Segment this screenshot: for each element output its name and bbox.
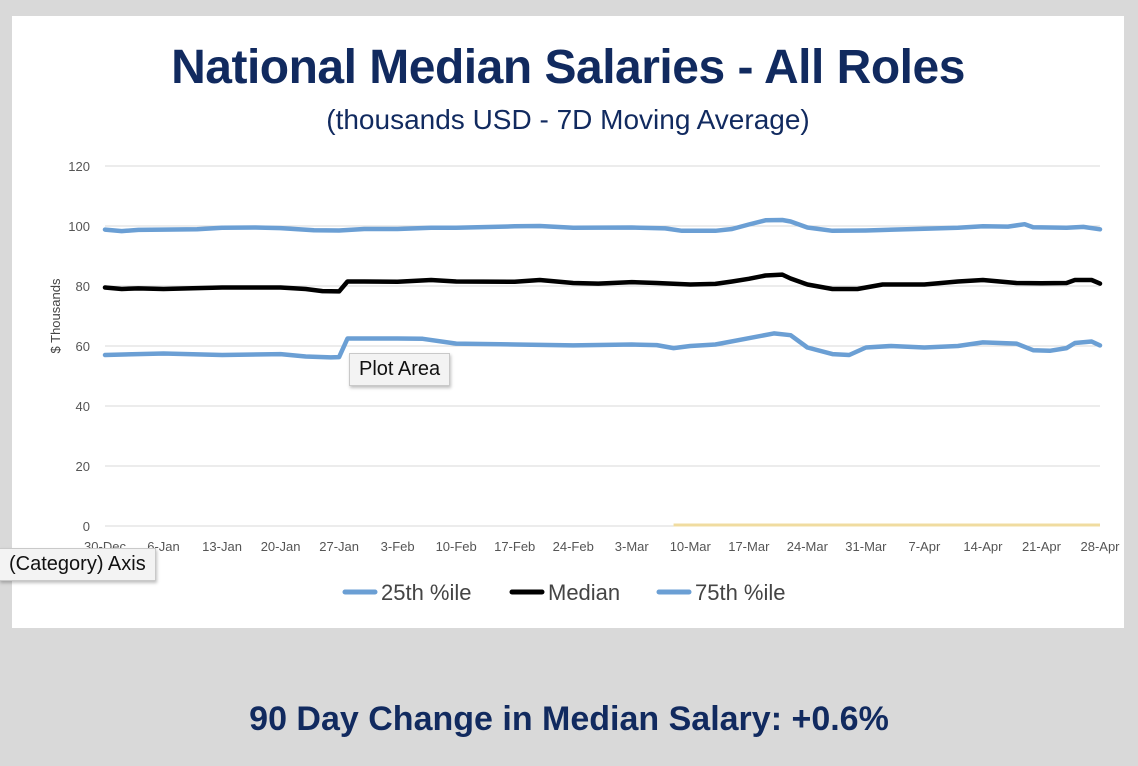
- x-tick-label: 24-Feb: [553, 539, 594, 554]
- x-tick-label: 10-Mar: [670, 539, 712, 554]
- footer-change-text: 90 Day Change in Median Salary: +0.6%: [249, 700, 889, 738]
- x-tick-label: 24-Mar: [787, 539, 829, 554]
- legend-label[interactable]: Median: [548, 580, 620, 605]
- series-lines: [102, 217, 1103, 360]
- y-axis-ticks: 0 20 40 60 80 100 120: [68, 159, 90, 534]
- x-tick-label: 3-Mar: [615, 539, 650, 554]
- legend[interactable]: 25th %ile Median 75th %ile: [342, 580, 786, 605]
- y-tick-label: 100: [68, 219, 90, 234]
- x-tick-label: 27-Jan: [319, 539, 359, 554]
- x-tick-label: 20-Jan: [261, 539, 301, 554]
- category-axis-tooltip: (Category) Axis: [0, 548, 156, 581]
- series-line-2[interactable]: [102, 272, 1103, 294]
- x-tick-label: 10-Feb: [436, 539, 477, 554]
- x-tick-label: 14-Apr: [963, 539, 1003, 554]
- y-tick-label: 80: [76, 279, 90, 294]
- x-tick-label: 17-Feb: [494, 539, 535, 554]
- chart-card: National Median Salaries - All Roles (th…: [12, 16, 1124, 628]
- legend-label[interactable]: 75th %ile: [695, 580, 786, 605]
- x-tick-label: 31-Mar: [845, 539, 887, 554]
- y-tick-label: 0: [83, 519, 90, 534]
- x-axis-ticks[interactable]: 30-Dec 6-Jan 13-Jan 20-Jan 27-Jan 3-Feb 10-Feb…: [84, 539, 1120, 554]
- x-tick-label: 28-Apr: [1080, 539, 1120, 554]
- x-tick-label: 13-Jan: [202, 539, 242, 554]
- chart-title: National Median Salaries - All Roles: [171, 41, 965, 94]
- y-tick-label: 120: [68, 159, 90, 174]
- y-tick-label: 60: [76, 339, 90, 354]
- y-tick-label: 40: [76, 399, 90, 414]
- series-line-1[interactable]: [102, 331, 1103, 360]
- chart-subtitle: (thousands USD - 7D Moving Average): [326, 104, 810, 135]
- x-tick-label: 3-Feb: [381, 539, 415, 554]
- y-tick-label: 20: [76, 459, 90, 474]
- plot-area-tooltip: Plot Area: [349, 353, 451, 386]
- x-tick-label: 21-Apr: [1022, 539, 1062, 554]
- x-tick-label: 7-Apr: [909, 539, 941, 554]
- y-axis-title: $ Thousands: [48, 278, 63, 353]
- legend-label[interactable]: 25th %ile: [381, 580, 472, 605]
- x-tick-label: 17-Mar: [728, 539, 770, 554]
- series-line-3[interactable]: [102, 217, 1103, 234]
